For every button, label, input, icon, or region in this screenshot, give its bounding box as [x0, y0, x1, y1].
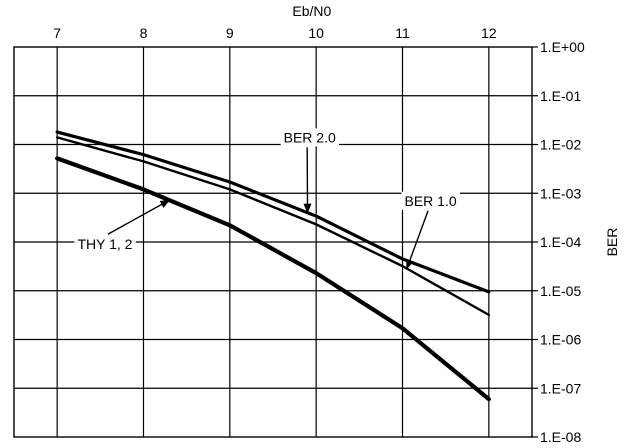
- annotation-bg: [280, 128, 339, 147]
- annotation-label: BER 1.0: [405, 193, 457, 209]
- series-line-1: [55, 136, 491, 317]
- y-axis-title: BER: [604, 228, 620, 257]
- y-tick-label: 1.E-05: [540, 283, 581, 299]
- x-tick-label: 7: [53, 25, 61, 41]
- annotation-arrow: [107, 199, 171, 235]
- annotation-label: THY 1, 2: [77, 236, 132, 252]
- y-tick-label: 1.E-02: [540, 137, 581, 153]
- tick-labels: 7 8 9 10 11 12 1.E+00 1.E-01 1.E-02 1.E-03 1.E-04 1…: [53, 25, 585, 445]
- annotation-bg: [74, 235, 136, 254]
- series-line-0: [55, 130, 491, 294]
- y-tick-label: 1.E-06: [540, 332, 581, 348]
- x-tick-label: 11: [395, 25, 410, 41]
- x-axis-title: Eb/N0: [292, 3, 331, 19]
- x-tick-label: 12: [481, 25, 497, 41]
- series-line-2: [55, 156, 491, 402]
- annotations: BER 2.0 BER 1.0 THY 1, 2: [74, 128, 460, 270]
- y-tick-label: 1.E-01: [540, 88, 581, 104]
- annotation-arrow: [406, 210, 429, 270]
- y-tick-label: 1.E-04: [540, 234, 581, 250]
- y-tick-label: 1.E-08: [540, 429, 581, 445]
- annotation-label: BER 2.0: [284, 129, 336, 145]
- x-tick-label: 9: [226, 25, 234, 41]
- annotation-bg: [401, 191, 460, 210]
- series-lines: [55, 130, 491, 402]
- x-tick-label: 8: [140, 25, 148, 41]
- y-tick-label: 1.E-07: [540, 380, 581, 396]
- y-tick-label: 1.E+00: [540, 39, 585, 55]
- grid: [13, 46, 538, 438]
- x-tick-label: 10: [308, 25, 324, 41]
- y-tick-label: 1.E-03: [540, 185, 581, 201]
